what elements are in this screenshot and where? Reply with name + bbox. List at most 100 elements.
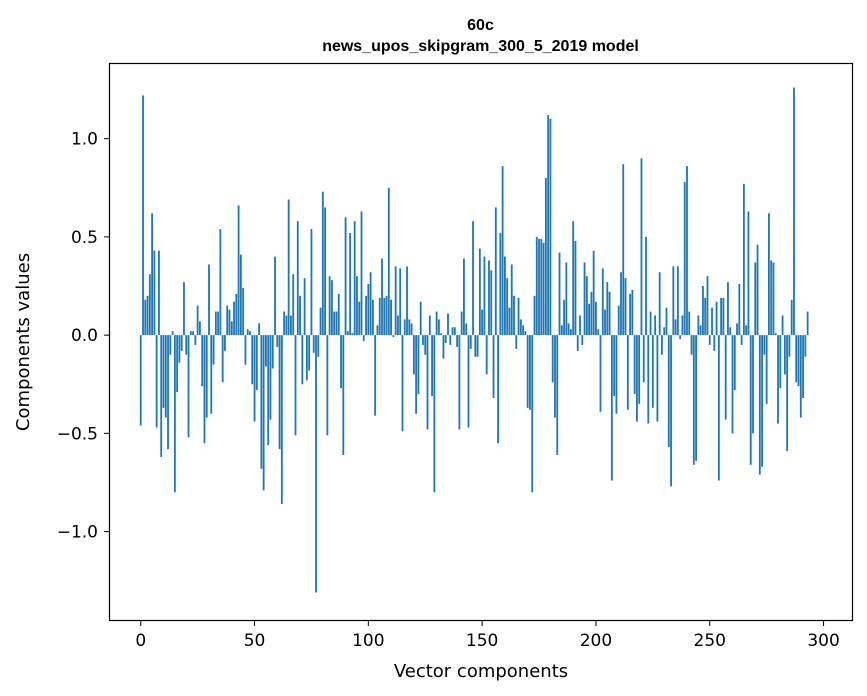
bar <box>158 250 160 336</box>
bar <box>711 307 713 336</box>
bar <box>565 262 568 336</box>
bar <box>415 335 418 414</box>
bar <box>401 335 404 432</box>
bar <box>756 244 759 336</box>
bar <box>656 335 659 422</box>
bar <box>458 335 461 430</box>
bar <box>251 335 254 385</box>
bar <box>403 319 406 336</box>
bar <box>230 321 233 336</box>
bar <box>606 282 609 336</box>
bar <box>533 295 536 336</box>
bar <box>424 335 427 355</box>
bar <box>631 289 634 336</box>
bar <box>453 327 456 336</box>
bar <box>221 335 224 383</box>
bar <box>148 274 151 336</box>
bars-group <box>139 87 809 593</box>
bar <box>563 299 565 336</box>
bar <box>581 335 584 345</box>
bar <box>522 325 525 336</box>
bar <box>412 335 415 375</box>
bar <box>383 297 386 336</box>
bar <box>654 315 657 336</box>
bar <box>192 331 194 336</box>
bar <box>499 232 502 336</box>
bar <box>640 158 643 336</box>
bar <box>178 335 181 363</box>
bar <box>519 319 522 336</box>
bar <box>802 335 804 398</box>
bar <box>633 335 636 395</box>
bar <box>799 335 802 418</box>
bar <box>620 272 622 336</box>
bar <box>394 266 397 336</box>
bar <box>535 236 538 336</box>
bar <box>340 335 342 389</box>
bar <box>708 335 711 345</box>
bar <box>246 329 249 336</box>
bar <box>239 254 242 336</box>
bar <box>456 335 459 347</box>
bar <box>774 333 777 336</box>
bar <box>371 299 374 336</box>
bar <box>567 323 570 336</box>
bar <box>626 335 629 410</box>
bar <box>590 291 593 336</box>
bar <box>615 335 618 414</box>
bar <box>321 191 324 336</box>
bar <box>672 266 675 336</box>
bar <box>517 297 520 336</box>
bar <box>715 301 718 336</box>
bar <box>560 325 563 336</box>
bar <box>228 309 231 336</box>
bar <box>162 335 165 408</box>
bar <box>793 87 795 336</box>
bar <box>310 229 313 336</box>
bar <box>463 258 465 336</box>
bar <box>485 335 488 375</box>
bar <box>447 313 449 336</box>
bar <box>558 252 561 336</box>
bar <box>540 238 543 336</box>
bar <box>783 335 786 375</box>
bar <box>513 295 515 336</box>
bar <box>601 268 604 336</box>
bar <box>676 266 679 336</box>
bar <box>738 284 741 336</box>
bar <box>253 335 256 422</box>
bar <box>194 335 197 345</box>
bar <box>440 333 443 336</box>
bar <box>258 323 260 336</box>
bar <box>356 276 358 336</box>
bar <box>733 335 736 391</box>
bar <box>704 297 707 336</box>
bar <box>324 207 326 336</box>
bar <box>260 335 263 469</box>
bar <box>763 335 766 355</box>
bar <box>651 335 654 408</box>
bar <box>588 303 591 336</box>
bar <box>164 335 167 418</box>
x-tick-label: 250 <box>694 631 726 651</box>
bar <box>312 335 315 353</box>
bar <box>208 264 210 336</box>
bar <box>706 276 709 336</box>
bar <box>579 315 581 336</box>
bar <box>772 262 775 336</box>
bar <box>287 199 290 336</box>
bar <box>592 250 595 336</box>
bar <box>765 335 768 404</box>
bar <box>333 311 336 336</box>
bar <box>749 335 752 465</box>
bar <box>508 307 511 336</box>
bar <box>146 295 149 336</box>
bar <box>492 335 495 398</box>
bar <box>155 335 158 428</box>
bar <box>344 217 347 336</box>
bar <box>788 335 791 357</box>
bar <box>422 335 424 345</box>
bar <box>747 211 750 336</box>
chart-subtitle: news_upos_skipgram_300_5_2019 model <box>322 38 639 55</box>
